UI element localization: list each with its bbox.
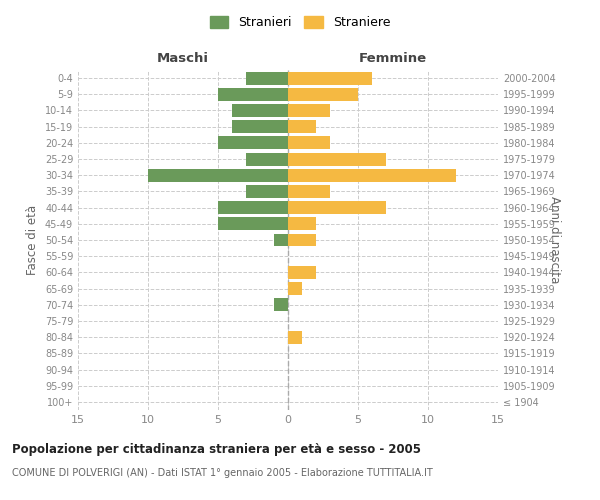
Bar xyxy=(148,169,288,181)
Text: Popolazione per cittadinanza straniera per età e sesso - 2005: Popolazione per cittadinanza straniera p… xyxy=(12,442,421,456)
Bar xyxy=(288,72,372,85)
Bar xyxy=(232,104,288,117)
Y-axis label: Anni di nascita: Anni di nascita xyxy=(548,196,561,284)
Bar xyxy=(288,330,302,344)
Bar xyxy=(218,201,288,214)
Text: Maschi: Maschi xyxy=(157,52,209,65)
Bar xyxy=(288,282,302,295)
Text: Femmine: Femmine xyxy=(359,52,427,65)
Bar xyxy=(288,266,316,279)
Bar xyxy=(288,136,330,149)
Bar xyxy=(288,152,386,166)
Bar xyxy=(288,234,316,246)
Bar xyxy=(288,104,330,117)
Bar xyxy=(218,136,288,149)
Bar xyxy=(288,218,316,230)
Bar xyxy=(246,152,288,166)
Bar xyxy=(288,120,316,133)
Bar xyxy=(246,72,288,85)
Bar xyxy=(274,234,288,246)
Bar xyxy=(288,88,358,101)
Text: COMUNE DI POLVERIGI (AN) - Dati ISTAT 1° gennaio 2005 - Elaborazione TUTTITALIA.: COMUNE DI POLVERIGI (AN) - Dati ISTAT 1°… xyxy=(12,468,433,477)
Bar xyxy=(246,185,288,198)
Bar xyxy=(274,298,288,311)
Bar xyxy=(232,120,288,133)
Bar xyxy=(218,218,288,230)
Bar xyxy=(218,88,288,101)
Bar xyxy=(288,169,456,181)
Bar xyxy=(288,185,330,198)
Y-axis label: Fasce di età: Fasce di età xyxy=(26,205,39,275)
Legend: Stranieri, Straniere: Stranieri, Straniere xyxy=(205,11,395,34)
Bar xyxy=(288,201,386,214)
